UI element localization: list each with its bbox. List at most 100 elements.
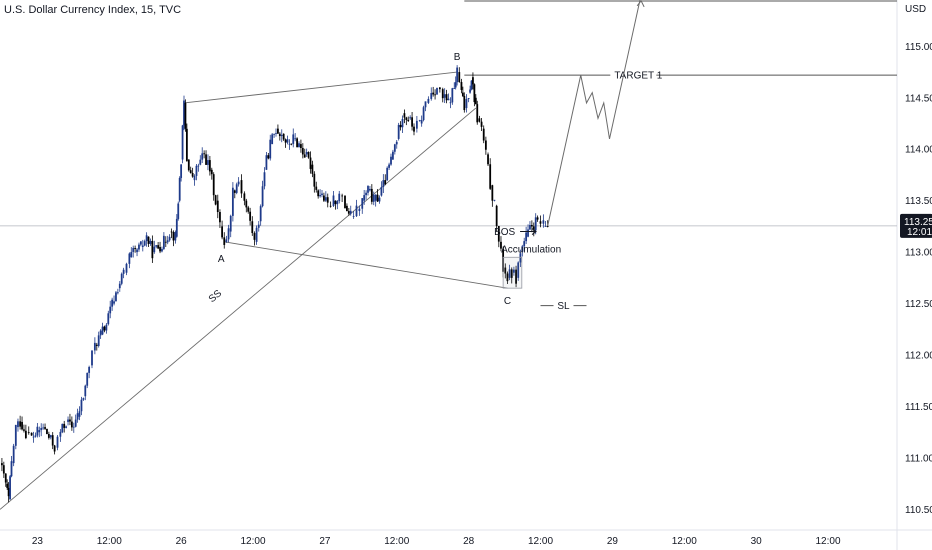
price-tick-label: 114.500 xyxy=(905,93,932,104)
candle-body xyxy=(210,169,213,175)
sl-label: SL xyxy=(557,301,570,312)
candle-body xyxy=(61,423,64,433)
candle-body xyxy=(534,217,537,231)
candle-body xyxy=(14,424,17,446)
candle-body xyxy=(467,98,470,100)
candle-body xyxy=(59,431,62,437)
candle-body xyxy=(153,246,156,253)
candle-body xyxy=(317,190,320,197)
candle-body xyxy=(445,94,448,101)
candle-body xyxy=(263,172,266,187)
candle-body xyxy=(249,211,252,221)
candle-body xyxy=(284,139,287,143)
candle-body xyxy=(275,133,277,134)
candle-body xyxy=(282,133,285,140)
candle-body xyxy=(504,267,507,274)
candle-body xyxy=(336,201,339,205)
candle-body xyxy=(523,241,526,247)
candle-body xyxy=(99,330,102,336)
candle-body xyxy=(164,241,167,243)
trend-line-rising-support xyxy=(0,107,477,510)
candle-body xyxy=(338,193,341,202)
candle-body xyxy=(240,180,243,194)
price-tick-label: 113.000 xyxy=(905,248,932,259)
candle-body xyxy=(352,216,355,217)
candle-body xyxy=(170,231,173,233)
candle-body xyxy=(118,283,121,289)
candle-body xyxy=(267,155,270,159)
candle-body xyxy=(298,143,300,148)
candle-body xyxy=(469,89,471,93)
candle-body xyxy=(227,228,230,240)
candle-body xyxy=(105,324,108,331)
candle-body xyxy=(49,435,52,438)
candle-body xyxy=(253,233,256,240)
candle-body xyxy=(461,92,464,97)
candle-body xyxy=(214,195,217,205)
candle-body xyxy=(116,292,119,294)
candle-body xyxy=(420,120,423,124)
candle-body xyxy=(510,269,513,278)
candle-body xyxy=(324,197,327,201)
candle-body xyxy=(229,215,232,232)
candle-body xyxy=(2,465,5,474)
candle-body xyxy=(132,248,135,252)
candle-body xyxy=(178,177,181,201)
candle-body xyxy=(315,186,318,190)
candle-body xyxy=(489,164,492,189)
candle-body xyxy=(392,151,394,160)
candle-body xyxy=(103,326,106,331)
candle-body xyxy=(225,239,228,242)
candle-body xyxy=(332,195,335,206)
candle-body xyxy=(286,139,289,143)
candle-body xyxy=(478,118,481,122)
candle-body xyxy=(403,113,406,118)
candle-body xyxy=(384,180,387,185)
candle-body xyxy=(261,186,264,207)
price-axis-unit: USD xyxy=(905,4,926,15)
candle-body xyxy=(319,195,321,197)
candle-body xyxy=(69,419,71,422)
time-tick-label: 28 xyxy=(463,536,475,547)
candle-body xyxy=(159,246,161,252)
candle-body xyxy=(454,82,457,88)
candle-body xyxy=(109,306,112,314)
time-tick-label: 26 xyxy=(176,536,188,547)
candle-body xyxy=(44,427,46,429)
candle-body xyxy=(95,344,98,346)
candle-body xyxy=(449,102,452,104)
candle-body xyxy=(216,200,219,213)
bos-label: BOS xyxy=(494,227,515,238)
candle-body xyxy=(70,421,73,428)
candle-body xyxy=(369,188,371,191)
candle-body xyxy=(197,165,200,167)
candle-body xyxy=(407,119,410,122)
projection-path xyxy=(547,0,641,227)
sl-label-bg xyxy=(553,298,574,312)
candle-body xyxy=(508,269,511,278)
price-tick-label: 110.500 xyxy=(905,505,932,516)
candle-body xyxy=(456,67,459,83)
candle-body xyxy=(23,429,25,431)
candle-body xyxy=(138,244,140,250)
time-tick-label: 12:00 xyxy=(384,536,409,547)
time-tick-label: 23 xyxy=(32,536,44,547)
candle-body xyxy=(484,140,487,150)
candle-body xyxy=(86,372,89,386)
candle-body xyxy=(460,81,463,90)
candle-body xyxy=(27,432,30,434)
candle-body xyxy=(470,80,473,90)
candle-body xyxy=(399,124,402,128)
candle-body xyxy=(380,186,383,196)
candle-body xyxy=(4,473,7,483)
candle-body xyxy=(476,104,479,123)
price-tick-label: 111.000 xyxy=(905,453,932,464)
candle-body xyxy=(280,134,283,137)
candle-body xyxy=(311,164,314,174)
candle-body xyxy=(390,156,392,165)
candle-body xyxy=(309,157,312,169)
candle-body xyxy=(427,98,430,103)
candle-body xyxy=(465,99,468,109)
candle-body xyxy=(53,445,56,452)
